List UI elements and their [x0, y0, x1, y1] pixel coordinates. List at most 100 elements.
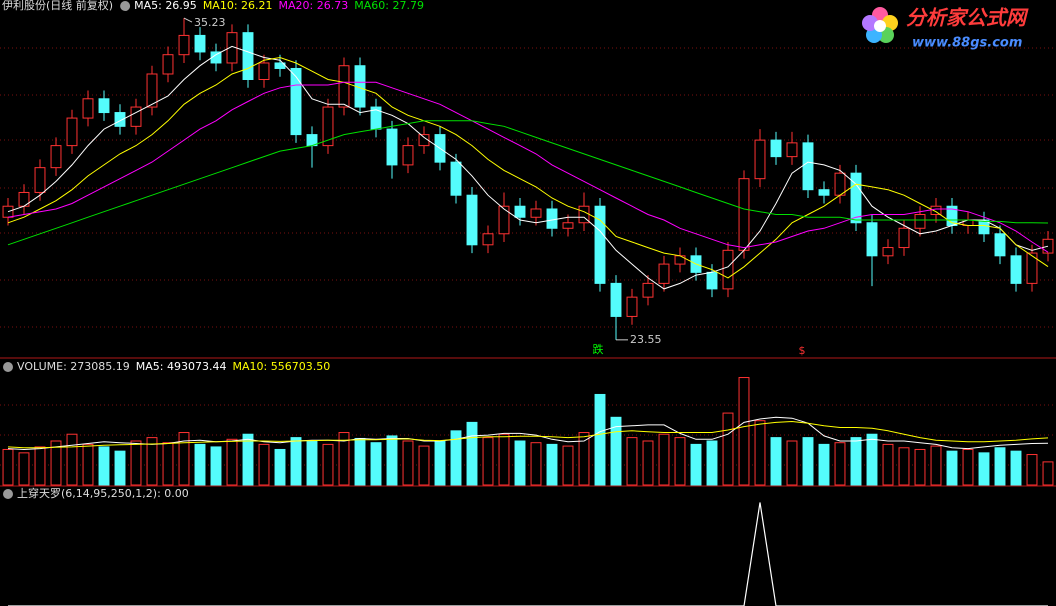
candle-body [898, 227, 910, 249]
candle-body [466, 194, 478, 246]
candle-body [930, 205, 942, 215]
volume-bar [418, 445, 430, 486]
volume-bar [610, 416, 622, 486]
legend-text: 556703.50 [271, 360, 331, 373]
volume-bar [994, 447, 1006, 486]
candle-body [66, 117, 78, 147]
candle-body [130, 106, 142, 127]
candle-body [642, 282, 654, 298]
legend-text: MA5 [136, 360, 160, 373]
volume-bar [98, 446, 110, 486]
volume-bar [82, 443, 94, 486]
volume-bar [50, 440, 62, 486]
volume-bar [562, 445, 574, 486]
candle-body [850, 172, 862, 224]
legend-text: : [160, 360, 167, 373]
volume-bar [370, 442, 382, 486]
volume-bar [18, 452, 30, 486]
candle-body [706, 271, 718, 290]
volume-bar [178, 432, 190, 486]
legend-text: 26.73 [317, 0, 349, 12]
legend-text: : [264, 360, 271, 373]
volume-ma-line [7, 416, 1049, 451]
candle-body [834, 172, 846, 196]
volume-bar [514, 440, 526, 486]
legends: 伊利股份(日线 前复权) MA5: 26.95 MA10: 26.21 MA20: 2… [2, 0, 424, 500]
legend-entry: VOLUME: 273085.19 [17, 360, 130, 373]
candle-body [802, 142, 814, 191]
logo-title: 分析家公式网 [906, 6, 1029, 30]
volume-bar [34, 446, 46, 486]
candle-body [546, 208, 558, 229]
logo-icon [862, 7, 898, 43]
candle-body [818, 189, 830, 196]
volume-bar [914, 448, 926, 486]
volume-bar [658, 433, 670, 486]
signal-label: 跌 [593, 342, 604, 356]
candle-body [722, 249, 734, 290]
volume-bar [194, 443, 206, 486]
volume-bar [402, 440, 414, 486]
candle-body [146, 73, 158, 108]
candle-body [626, 296, 638, 317]
candle-body [82, 98, 94, 119]
volume-bar [1042, 461, 1054, 486]
legend-entry: MA5: 26.95 [134, 0, 197, 12]
ma-line [7, 56, 1049, 279]
volume-bar [130, 440, 142, 486]
volume-bar [722, 412, 734, 486]
legend-text: MA60 [354, 0, 385, 12]
volume-bar [226, 438, 238, 486]
volume-bar [66, 433, 78, 486]
ma-line [7, 45, 1049, 290]
candle-body [994, 233, 1006, 257]
candle-body [658, 263, 670, 284]
low-label: 23.55 [630, 333, 662, 346]
candle-body [178, 34, 190, 56]
volume-bar [210, 446, 222, 486]
volume-bar [530, 442, 542, 486]
logo: 分析家公式网 www.88gs.com [862, 6, 1029, 51]
marks: 35.23 23.55 [2, 16, 1054, 606]
volume-bar [738, 377, 750, 486]
volume-bar [322, 443, 334, 486]
ma-line [7, 120, 1049, 246]
legend-text: 伊利股份(日线 前复权) [2, 0, 113, 12]
legend-row: 伊利股份(日线 前复权) MA5: 26.95 MA10: 26.21 MA20: 2… [2, 0, 424, 12]
volume-bar [258, 443, 270, 486]
legend-row: VOLUME: 273085.19 MA5: 493073.44 MA10: 556… [3, 360, 330, 373]
candle-body [594, 205, 606, 284]
candle-body [866, 222, 878, 257]
legend-text: MA5 [134, 0, 158, 12]
volume-bar [882, 443, 894, 486]
volume-bar [754, 420, 766, 486]
volume-bar [866, 433, 878, 486]
volume-bar [578, 432, 590, 486]
candle-body [386, 128, 398, 166]
volume-bar [946, 450, 958, 486]
legend-text: MA10 [232, 360, 263, 373]
volume-bar [1010, 450, 1022, 486]
candle-body [786, 142, 798, 158]
legend-entry: MA60: 27.79 [354, 0, 424, 12]
volume-bar [2, 448, 14, 486]
candle-body [914, 213, 926, 229]
candle-body [562, 222, 574, 229]
candle-body [210, 51, 222, 64]
volume-bar [306, 440, 318, 486]
candle-body [418, 134, 430, 147]
volume-bar [898, 447, 910, 486]
candle-body [50, 145, 62, 169]
legend-entry: 上穿天罗(6,14,95,250,1,2): 0.00 [17, 486, 189, 500]
candle-body [114, 112, 126, 127]
volume-bar [290, 437, 302, 486]
volume-bar [386, 435, 398, 486]
legend-entry: MA20: 26.73 [279, 0, 349, 12]
candle-body [162, 54, 174, 75]
legend-text: : [157, 487, 164, 500]
candle-body [498, 205, 510, 235]
volume-bar [818, 443, 830, 486]
legend-text: MA20 [279, 0, 310, 12]
legend-text: 27.79 [392, 0, 424, 12]
